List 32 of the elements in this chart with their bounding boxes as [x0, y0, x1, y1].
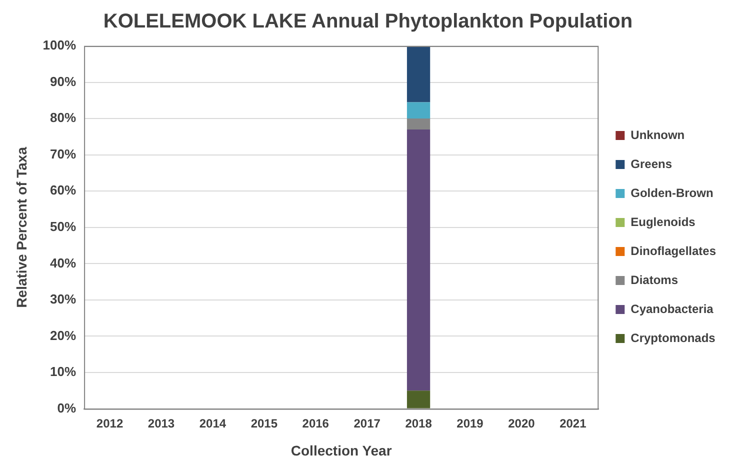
legend-label: Diatoms — [630, 272, 678, 287]
y-tick-label: 40% — [50, 255, 76, 270]
legend-label: Cryptomonads — [630, 330, 716, 345]
y-tick-label: 60% — [50, 182, 76, 198]
legend-label: Dinoflagellates — [630, 244, 716, 258]
x-tick-label: 2014 — [199, 416, 226, 430]
y-tick-label: 30% — [50, 292, 76, 307]
legend-label: Golden-Brown — [630, 186, 714, 200]
x-tick-label: 2018 — [405, 416, 432, 430]
legend-label: Greens — [630, 156, 672, 171]
legend-label: Unknown — [630, 128, 685, 142]
x-tick-label: 2016 — [302, 416, 330, 430]
x-tick-label: 2013 — [148, 416, 175, 430]
x-tick-label: 2021 — [560, 416, 587, 430]
y-tick-label: 90% — [50, 74, 76, 89]
x-tick-label: 2017 — [354, 416, 381, 430]
legend-label: Euglenoids — [630, 214, 696, 229]
y-tick-label: 10% — [50, 364, 76, 380]
x-tick-label: 2020 — [508, 416, 536, 430]
y-tick-label: 100% — [42, 38, 76, 53]
x-tick-label: 2012 — [96, 416, 124, 430]
chart-title: KOLELEMOOK LAKE Annual Phytoplankton Population — [103, 10, 633, 33]
y-tick-label: 80% — [50, 110, 76, 126]
legend-label: Cyanobacteria — [630, 302, 714, 316]
y-tick-label: 70% — [50, 146, 76, 162]
y-tick-label: 0% — [57, 400, 76, 416]
x-tick-label: 2015 — [250, 416, 278, 430]
y-tick-label: 50% — [50, 218, 76, 234]
x-tick-label: 2019 — [456, 416, 484, 430]
x-axis-title: Collection Year — [290, 442, 392, 458]
y-axis-title: Relative Percent of Taxa — [13, 146, 30, 308]
y-tick-label: 20% — [50, 328, 76, 343]
